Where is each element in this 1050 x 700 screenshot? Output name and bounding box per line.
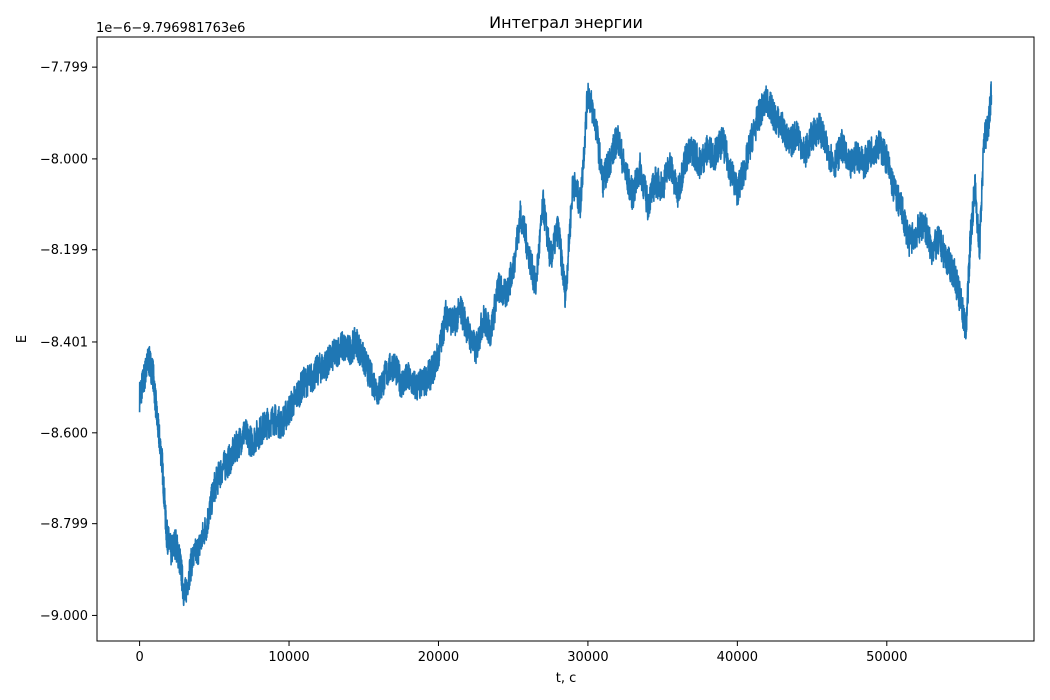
axes-frame — [96, 36, 1035, 642]
y-tick-label: −8.000 — [40, 152, 88, 167]
y-axis-label: E — [15, 335, 30, 343]
x-tick-label: 40000 — [717, 650, 758, 665]
y-tick-label: −8.600 — [40, 426, 88, 441]
x-tick-label: 50000 — [866, 650, 907, 665]
x-tick-label: 30000 — [567, 650, 608, 665]
y-tick-label: −9.000 — [40, 609, 88, 624]
y-tick-label: −8.799 — [40, 517, 88, 532]
y-axis: −9.000 −8.799 −8.600 −8.401 −8.199 −8.000 −7.7… — [40, 61, 97, 624]
y-offset-text: 1e−6−9.796981763e6 — [96, 21, 245, 36]
y-tick-label: −8.401 — [40, 335, 88, 350]
x-axis-label: t, c — [556, 671, 577, 686]
x-tick-label: 0 — [135, 650, 143, 665]
series-line-0 — [138, 81, 993, 607]
y-tick-label: −7.799 — [40, 61, 88, 76]
y-tick-label: −8.199 — [40, 243, 88, 258]
plot-area — [138, 81, 993, 607]
x-axis: 0 10000 20000 30000 40000 50000 — [135, 641, 907, 665]
x-tick-label: 10000 — [268, 650, 309, 665]
x-tick-label: 20000 — [418, 650, 459, 665]
chart-title: Интеграл энергии — [489, 13, 643, 32]
